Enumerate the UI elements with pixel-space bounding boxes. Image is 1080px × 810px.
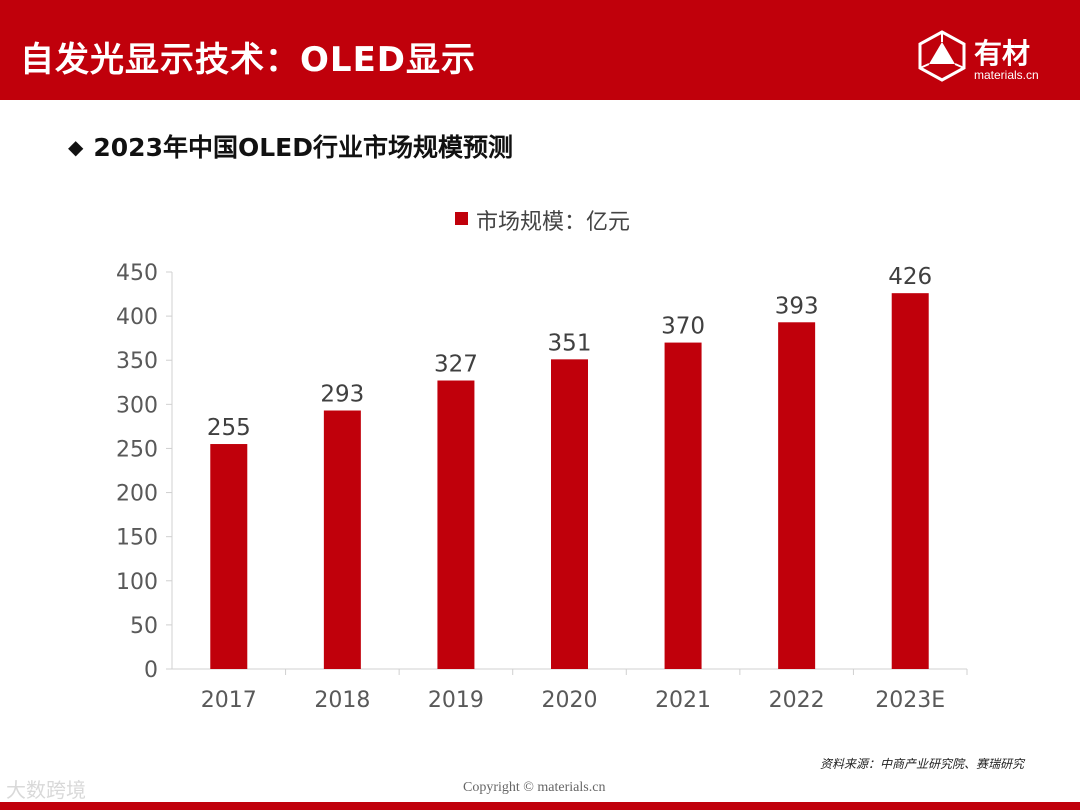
y-tick-label: 50 [130, 614, 158, 639]
x-tick-label: 2020 [542, 688, 598, 713]
y-tick-label: 450 [116, 261, 158, 286]
y-tick-label: 300 [116, 393, 158, 418]
y-tick-label: 100 [116, 570, 158, 595]
data-label: 370 [661, 314, 705, 340]
bar [551, 359, 588, 669]
footer-bar [0, 802, 1080, 810]
bar [664, 342, 702, 669]
data-label: 327 [434, 352, 478, 378]
y-tick-label: 0 [144, 658, 158, 683]
logo-domain: materials.cn [974, 68, 1039, 82]
data-label: 255 [207, 415, 251, 441]
chart-subtitle: ◆ 2023年中国OLED行业市场规模预测 [68, 128, 513, 164]
subtitle-text: 2023年中国OLED行业市场规模预测 [93, 133, 513, 162]
logo-icon [918, 30, 966, 82]
y-tick-label: 200 [116, 482, 158, 507]
legend-label: 市场规模：亿元 [476, 210, 630, 235]
x-tick-label: 2022 [769, 688, 825, 713]
data-label: 393 [775, 293, 819, 319]
x-tick-label: 2023E [875, 688, 945, 713]
data-label: 351 [548, 330, 592, 356]
x-tick-label: 2019 [428, 688, 484, 713]
y-tick-label: 250 [116, 437, 158, 462]
header-bar: 自发光显示技术：OLED显示 有材 materials.cn [0, 0, 1080, 100]
bar [323, 410, 361, 669]
y-tick-label: 350 [116, 349, 158, 374]
page-title: 自发光显示技术：OLED显示 [20, 40, 477, 80]
copyright-text: Copyright © materials.cn [463, 780, 606, 795]
x-tick-label: 2018 [314, 688, 370, 713]
bar [437, 380, 475, 669]
source-note: 资料来源：中商产业研究院、赛瑞研究 [820, 757, 1025, 771]
bar [891, 293, 929, 669]
y-tick-label: 400 [116, 305, 158, 330]
bar [210, 444, 248, 669]
corner-watermark: 大数跨境 [6, 778, 86, 802]
logo-name: 有材 [974, 37, 1031, 70]
diamond-bullet-icon: ◆ [68, 135, 84, 159]
brand-logo: 有材 materials.cn [916, 30, 1066, 86]
x-tick-label: 2017 [201, 688, 257, 713]
y-tick-label: 150 [116, 526, 158, 551]
legend-swatch [455, 212, 468, 225]
data-label: 426 [888, 264, 932, 290]
x-tick-label: 2021 [655, 688, 711, 713]
bar-chart: 市场规模：亿元 0 50 100 150 200 250 300 350 400 450 255 201… [116, 210, 968, 713]
bar [778, 322, 816, 669]
data-label: 293 [320, 382, 364, 408]
